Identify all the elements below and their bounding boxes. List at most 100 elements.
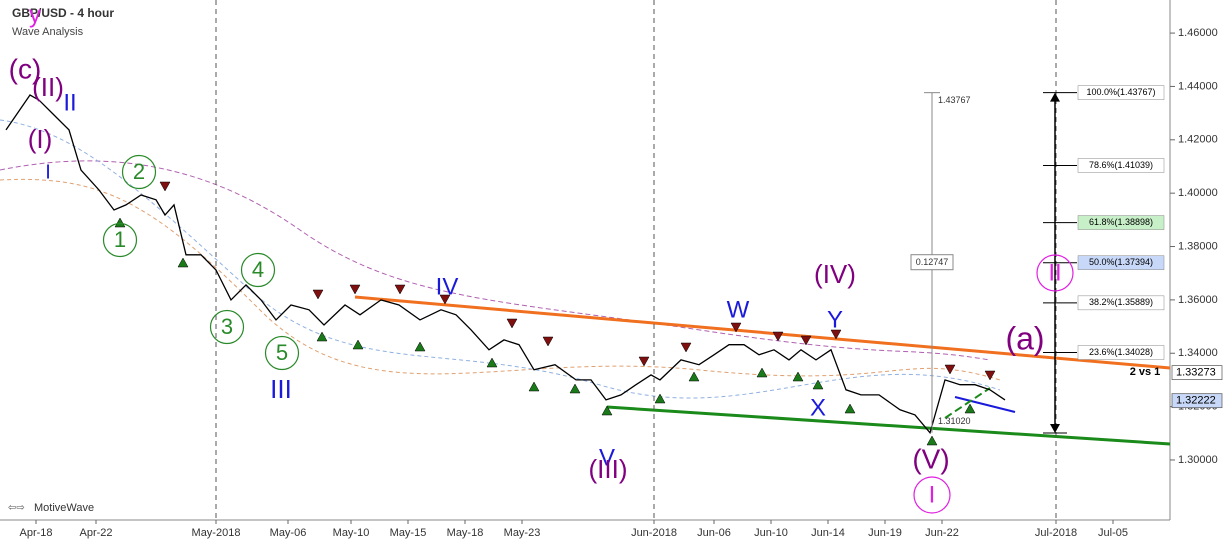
chart-subtitle: Wave Analysis [12,26,84,38]
swing-marker [114,217,126,228]
y-tick-label: 1.30000 [1178,454,1218,466]
wave-circle [102,222,138,258]
wave-label: y [29,1,41,28]
swing-marker [159,181,171,192]
x-tick-label: Jul-2018 [1035,527,1077,539]
swing-marker [177,257,189,268]
trendline [354,295,1171,370]
wave-label: 3 [221,314,233,339]
swing-marker [830,329,842,340]
y-tick-label: 1.42000 [1178,134,1218,146]
wave-label: 4 [252,257,264,282]
measure-top-label: 1.43767 [938,95,971,105]
swing-marker [601,405,613,416]
wave-label: 5 [276,340,288,365]
trendline [606,405,1171,446]
x-tick-label: Jun-10 [754,527,788,539]
fib-label-box [1077,295,1165,311]
swing-marker [964,403,976,414]
moving-average [0,160,991,361]
swing-marker [654,393,666,404]
wave-label: (V) [912,443,949,474]
price-label-box [1171,365,1223,380]
y-tick-label: 1.44000 [1178,80,1218,92]
price-label: 1.33273 [1176,367,1216,379]
x-tick-label: May-10 [333,527,370,539]
wave-circle [209,309,245,345]
x-tick-label: Jun-2018 [631,527,677,539]
y-tick-label: 1.40000 [1178,187,1218,199]
wave-label: II [63,89,76,116]
wave-label: (c) [9,53,42,84]
wave-label: (III) [589,454,628,484]
x-tick-label: May-15 [390,527,427,539]
wave-label: (I) [28,124,53,154]
x-tick-label: May-2018 [192,527,241,539]
watermark: MotiveWave [34,502,94,514]
moving-average [0,119,1001,399]
wave-label: I [45,161,51,183]
fib-label-box [1077,85,1165,100]
wave-label: IV [436,273,459,300]
swing-marker [944,364,956,375]
wave-label: (II) [32,72,64,102]
swing-marker [756,367,768,378]
x-tick-label: May-18 [447,527,484,539]
swing-marker [844,403,856,414]
swing-marker [506,318,518,329]
wave-label: V [599,444,615,471]
y-tick-label: 1.36000 [1178,294,1218,306]
chart-title: GBP/USD - 4 hour [12,6,114,20]
swing-marker [352,339,364,350]
swing-marker [349,284,361,295]
wave-label: W [727,296,750,323]
arrows-icon: ⇦⇨ [8,503,25,514]
wave-circle [913,476,951,514]
swing-marker [812,379,824,390]
x-tick-label: May-23 [504,527,541,539]
measure-box [910,254,954,271]
fib-label-box [1077,345,1165,360]
y-tick-label: 1.38000 [1178,240,1218,252]
trendline [954,396,1016,413]
swing-marker [542,336,554,347]
wave-label: X [810,394,826,421]
x-tick-label: Jun-06 [697,527,731,539]
wave-label: (IV) [814,259,856,289]
swing-marker [569,383,581,394]
wave-circle [121,154,157,190]
y-tick-label: 1.34000 [1178,347,1218,359]
wave-label: 2 [133,159,145,184]
swing-marker [688,371,700,382]
fib-label-box [1077,215,1165,230]
wave-label: II [1048,259,1061,286]
fib-label-box [1077,255,1165,270]
trendline [944,387,991,419]
swing-marker [680,342,692,353]
wave-label: (a) [1005,320,1044,356]
x-tick-label: Jun-14 [811,527,845,539]
wave-label: Y [827,306,843,333]
swing-marker [394,284,406,295]
wave-circle [264,335,300,371]
x-tick-label: Apr-18 [19,527,52,539]
y-tick-label: 1.46000 [1178,27,1218,39]
wave-circle [240,252,276,288]
price-label-box [1171,393,1223,409]
swing-marker [800,335,812,346]
fib-label: 23.6%(1.34028) [1089,347,1153,357]
swing-marker [926,435,938,446]
fib-label: 78.6%(1.41039) [1089,160,1153,170]
wave-label: III [270,374,292,404]
swing-marker [316,331,328,342]
fib-label-box [1077,158,1165,173]
price-line [5,94,1006,435]
x-tick-label: Jul-05 [1098,527,1128,539]
fib-label: 38.2%(1.35889) [1089,297,1153,307]
swing-marker [439,294,451,305]
swing-marker [312,289,324,300]
swing-marker [792,371,804,382]
x-tick-label: May-06 [270,527,307,539]
price-label: 1.32222 [1176,395,1216,407]
